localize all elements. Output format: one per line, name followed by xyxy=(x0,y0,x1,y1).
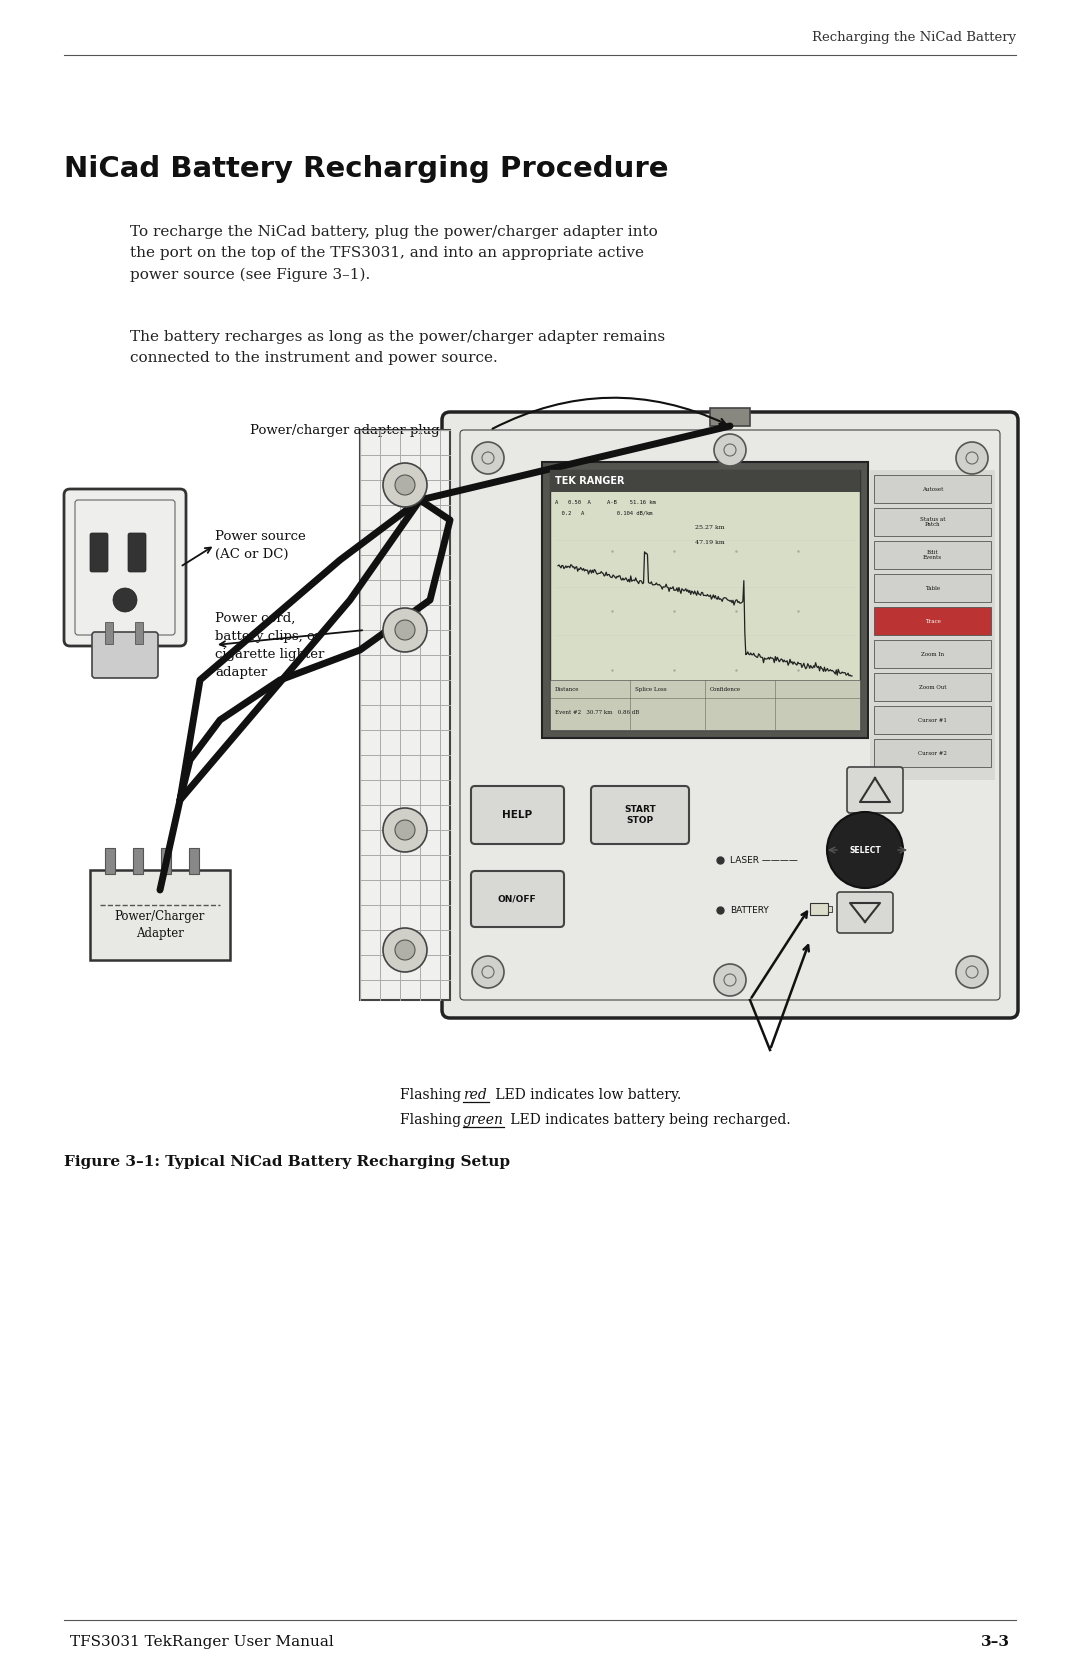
Text: HELP: HELP xyxy=(502,809,532,819)
Text: Distance: Distance xyxy=(555,686,580,691)
Circle shape xyxy=(827,813,903,888)
Bar xyxy=(874,574,991,603)
Bar xyxy=(810,903,828,915)
Bar xyxy=(874,476,991,502)
Circle shape xyxy=(395,819,415,840)
Text: ON/OFF: ON/OFF xyxy=(498,895,537,903)
Text: Power cord,
battery clips, or
cigarette lighter
adapter: Power cord, battery clips, or cigarette … xyxy=(215,611,324,679)
Text: 0.2   A          0.104 dB/km: 0.2 A 0.104 dB/km xyxy=(555,511,652,516)
Text: The battery recharges as long as the power/charger adapter remains
connected to : The battery recharges as long as the pow… xyxy=(130,330,665,366)
Text: Zoom Out: Zoom Out xyxy=(919,684,946,689)
Text: Flashing: Flashing xyxy=(400,1113,465,1127)
Bar xyxy=(874,507,991,536)
Text: red: red xyxy=(463,1088,487,1102)
Text: Cursor #1: Cursor #1 xyxy=(918,718,947,723)
Text: LASER ————: LASER ———— xyxy=(730,856,798,865)
Bar xyxy=(542,462,868,738)
Bar xyxy=(874,541,991,569)
Text: Trace: Trace xyxy=(924,619,941,624)
Text: Flashing: Flashing xyxy=(400,1088,465,1102)
FancyBboxPatch shape xyxy=(64,489,186,646)
Text: Splice Loss: Splice Loss xyxy=(635,686,666,691)
Text: To recharge the NiCad battery, plug the power/charger adapter into
the port on t: To recharge the NiCad battery, plug the … xyxy=(130,225,658,282)
Bar xyxy=(90,870,230,960)
Bar xyxy=(874,706,991,734)
Bar xyxy=(870,471,995,779)
Text: 47.19 km: 47.19 km xyxy=(696,541,725,546)
Bar xyxy=(874,608,991,634)
FancyBboxPatch shape xyxy=(471,871,564,926)
Text: Autoset: Autoset xyxy=(922,486,943,491)
Circle shape xyxy=(383,608,427,653)
Text: Recharging the NiCad Battery: Recharging the NiCad Battery xyxy=(812,32,1016,43)
Text: Power/Charger
Adapter: Power/Charger Adapter xyxy=(114,910,205,940)
Bar xyxy=(710,407,750,426)
FancyBboxPatch shape xyxy=(847,768,903,813)
FancyBboxPatch shape xyxy=(90,532,108,572)
Bar xyxy=(161,848,171,875)
Circle shape xyxy=(956,442,988,474)
Bar xyxy=(828,906,832,911)
Text: Zoom In: Zoom In xyxy=(921,651,944,656)
Bar xyxy=(550,679,860,729)
Circle shape xyxy=(956,956,988,988)
Text: Event #2   30.77 km   0.86 dB: Event #2 30.77 km 0.86 dB xyxy=(555,709,639,714)
FancyBboxPatch shape xyxy=(129,532,146,572)
Bar xyxy=(550,471,860,729)
Text: A   0.50  A     A-B    51.16 km: A 0.50 A A-B 51.16 km xyxy=(555,501,656,506)
Circle shape xyxy=(472,956,504,988)
Circle shape xyxy=(383,928,427,971)
Text: BATTERY: BATTERY xyxy=(730,906,769,915)
Text: TEK RANGER: TEK RANGER xyxy=(555,476,624,486)
Bar xyxy=(360,431,450,1000)
Circle shape xyxy=(395,940,415,960)
Circle shape xyxy=(395,476,415,496)
Text: Power/charger adapter plug: Power/charger adapter plug xyxy=(249,424,440,437)
Text: 25.27 km: 25.27 km xyxy=(696,526,725,531)
FancyBboxPatch shape xyxy=(837,891,893,933)
Text: LED indicates low battery.: LED indicates low battery. xyxy=(491,1088,681,1102)
FancyBboxPatch shape xyxy=(442,412,1018,1018)
Text: Table: Table xyxy=(924,586,940,591)
Text: TFS3031 TekRanger User Manual: TFS3031 TekRanger User Manual xyxy=(70,1636,334,1649)
Bar xyxy=(874,739,991,768)
Text: START
STOP: START STOP xyxy=(624,804,656,824)
Text: Edit
Events: Edit Events xyxy=(923,549,942,561)
Text: LED indicates battery being recharged.: LED indicates battery being recharged. xyxy=(507,1113,791,1127)
Text: Status at
Patch: Status at Patch xyxy=(920,517,945,527)
Text: NiCad Battery Recharging Procedure: NiCad Battery Recharging Procedure xyxy=(64,155,669,184)
Bar xyxy=(189,848,199,875)
Bar xyxy=(105,848,114,875)
Circle shape xyxy=(714,965,746,996)
Bar xyxy=(135,623,143,644)
Text: SELECT: SELECT xyxy=(849,846,881,855)
Text: 3–3: 3–3 xyxy=(981,1636,1010,1649)
Circle shape xyxy=(383,462,427,507)
Text: Cursor #2: Cursor #2 xyxy=(918,751,947,756)
Circle shape xyxy=(395,619,415,639)
Bar xyxy=(105,623,113,644)
Circle shape xyxy=(383,808,427,851)
Bar xyxy=(133,848,143,875)
Text: green: green xyxy=(463,1113,504,1127)
FancyBboxPatch shape xyxy=(92,633,158,678)
FancyBboxPatch shape xyxy=(471,786,564,845)
Text: Power source
(AC or DC): Power source (AC or DC) xyxy=(215,529,306,561)
FancyBboxPatch shape xyxy=(591,786,689,845)
Text: Figure 3–1: Typical NiCad Battery Recharging Setup: Figure 3–1: Typical NiCad Battery Rechar… xyxy=(64,1155,510,1168)
Circle shape xyxy=(714,434,746,466)
Text: Confidence: Confidence xyxy=(710,686,741,691)
Circle shape xyxy=(113,587,137,613)
Bar xyxy=(874,639,991,668)
Bar xyxy=(874,673,991,701)
Bar xyxy=(550,471,860,492)
Circle shape xyxy=(472,442,504,474)
